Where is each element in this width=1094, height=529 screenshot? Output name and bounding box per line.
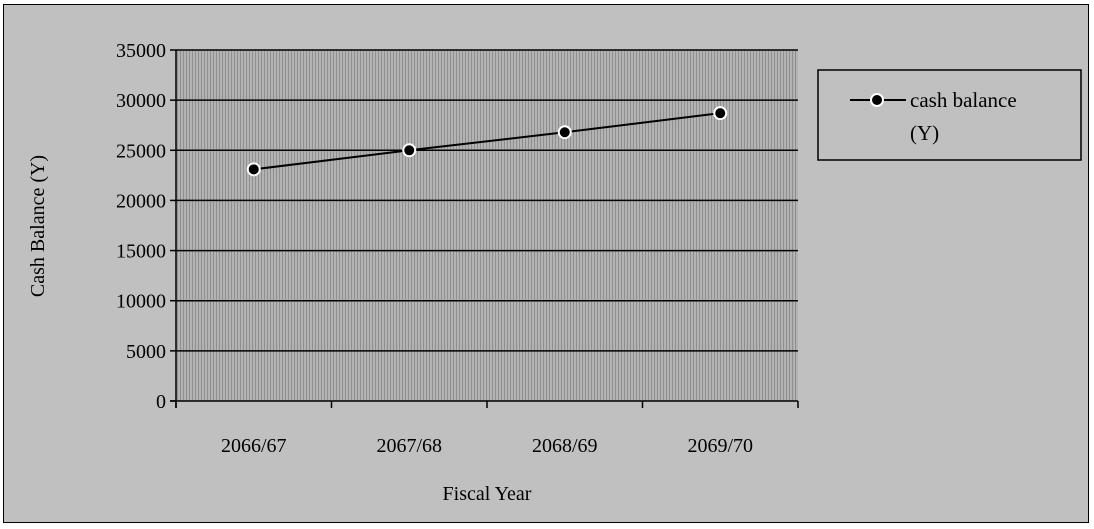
- y-tick-label-0: 0: [156, 391, 166, 413]
- y-tick-label-35000: 35000: [116, 40, 166, 62]
- x-tick-label-2067-68: 2067/68: [376, 435, 442, 457]
- y-tick-label-10000: 10000: [116, 291, 166, 313]
- y-axis-title: Cash Balance (Y): [27, 155, 49, 297]
- x-axis-title: Fiscal Year: [443, 483, 532, 505]
- plot-area: [176, 50, 798, 401]
- y-ticks: 0 5000 10000 15000 20000 25000 30000 35000: [116, 40, 176, 413]
- series-cash-balance: [246, 106, 728, 177]
- legend-label-line2: (Y): [910, 121, 939, 145]
- x-tick-label-2068-69: 2068/69: [532, 435, 598, 457]
- x-tick-label-2066-67: 2066/67: [221, 435, 287, 457]
- legend-box: [817, 69, 1082, 161]
- legend: cash balance (Y): [817, 69, 1082, 161]
- legend-label-line1: cash balance: [910, 88, 1017, 112]
- data-point-2069-70: [713, 106, 728, 121]
- gridlines: [176, 49, 798, 352]
- y-tick-label-5000: 5000: [126, 341, 166, 363]
- legend-marker: [870, 93, 884, 107]
- y-tick-label-30000: 30000: [116, 90, 166, 112]
- data-point-2068-69: [557, 125, 572, 140]
- x-tick-label-2069-70: 2069/70: [687, 435, 753, 457]
- series-line: [253, 112, 721, 171]
- data-point-2067-68: [402, 143, 417, 158]
- y-tick-label-15000: 15000: [116, 241, 166, 263]
- y-tick-label-20000: 20000: [116, 190, 166, 212]
- data-point-2066-67: [246, 162, 261, 177]
- y-tick-label-25000: 25000: [116, 140, 166, 162]
- x-ticks: 2066/67 2067/68 2068/69 2069/70: [175, 401, 799, 457]
